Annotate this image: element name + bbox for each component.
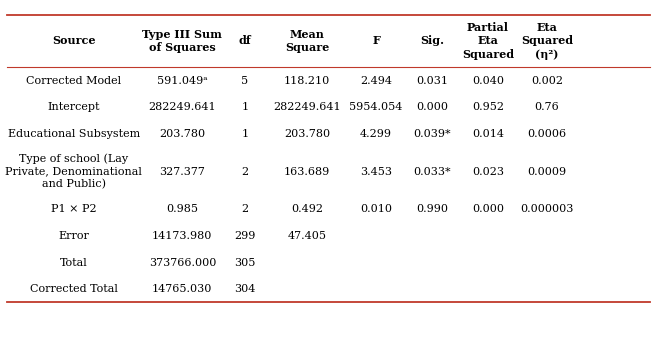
Text: 373766.000: 373766.000 (148, 258, 216, 268)
Text: 203.780: 203.780 (284, 129, 330, 139)
Text: Partial
Eta
Squared: Partial Eta Squared (462, 22, 514, 60)
Text: 1: 1 (241, 102, 248, 112)
Text: 0.000003: 0.000003 (520, 205, 574, 214)
Text: 0.040: 0.040 (472, 76, 504, 86)
Text: Type of school (Lay
Private, Denominational
and Public): Type of school (Lay Private, Denominatio… (5, 154, 143, 190)
Text: 3.453: 3.453 (360, 167, 392, 177)
Text: 203.780: 203.780 (159, 129, 206, 139)
Text: 0.76: 0.76 (535, 102, 559, 112)
Text: 5: 5 (241, 76, 248, 86)
Text: Sig.: Sig. (420, 35, 444, 47)
Text: 0.031: 0.031 (416, 76, 448, 86)
Text: 0.039*: 0.039* (413, 129, 451, 139)
Text: Type III Sum
of Squares: Type III Sum of Squares (143, 29, 222, 53)
Text: 0.0009: 0.0009 (528, 167, 566, 177)
Text: 47.405: 47.405 (288, 231, 327, 241)
Text: Intercept: Intercept (48, 102, 100, 112)
Text: 305: 305 (234, 258, 256, 268)
Text: 591.049ᵃ: 591.049ᵃ (157, 76, 208, 86)
Text: Eta
Squared
(η²): Eta Squared (η²) (521, 22, 573, 60)
Text: Source: Source (52, 35, 96, 47)
Text: Corrected Model: Corrected Model (26, 76, 122, 86)
Text: 0.033*: 0.033* (413, 167, 451, 177)
Text: 2: 2 (241, 205, 248, 214)
Text: 1: 1 (241, 129, 248, 139)
Text: 0.014: 0.014 (472, 129, 504, 139)
Text: 0.010: 0.010 (360, 205, 392, 214)
Text: 0.023: 0.023 (472, 167, 504, 177)
Text: 0.000: 0.000 (472, 205, 504, 214)
Text: Educational Subsystem: Educational Subsystem (8, 129, 140, 139)
Text: Total: Total (60, 258, 88, 268)
Text: 327.377: 327.377 (160, 167, 205, 177)
Text: 304: 304 (234, 284, 256, 294)
Text: 5954.054: 5954.054 (350, 102, 403, 112)
Text: 299: 299 (234, 231, 256, 241)
Text: Mean
Square: Mean Square (285, 29, 329, 53)
Text: 0.985: 0.985 (166, 205, 198, 214)
Text: 0.952: 0.952 (472, 102, 504, 112)
Text: 2: 2 (241, 167, 248, 177)
Text: 14173.980: 14173.980 (152, 231, 212, 241)
Text: 0.002: 0.002 (531, 76, 563, 86)
Text: Error: Error (58, 231, 89, 241)
Text: P1 × P2: P1 × P2 (51, 205, 97, 214)
Text: 0.000: 0.000 (416, 102, 448, 112)
Text: Corrected Total: Corrected Total (30, 284, 118, 294)
Text: 14765.030: 14765.030 (152, 284, 212, 294)
Text: df: df (238, 35, 251, 47)
Text: 0.492: 0.492 (291, 205, 323, 214)
Text: 282249.641: 282249.641 (148, 102, 216, 112)
Text: 163.689: 163.689 (284, 167, 330, 177)
Text: 4.299: 4.299 (360, 129, 392, 139)
Text: 282249.641: 282249.641 (273, 102, 341, 112)
Text: 118.210: 118.210 (284, 76, 330, 86)
Text: F: F (373, 35, 380, 47)
Text: 0.0006: 0.0006 (528, 129, 566, 139)
Text: 0.990: 0.990 (416, 205, 448, 214)
Text: 2.494: 2.494 (360, 76, 392, 86)
